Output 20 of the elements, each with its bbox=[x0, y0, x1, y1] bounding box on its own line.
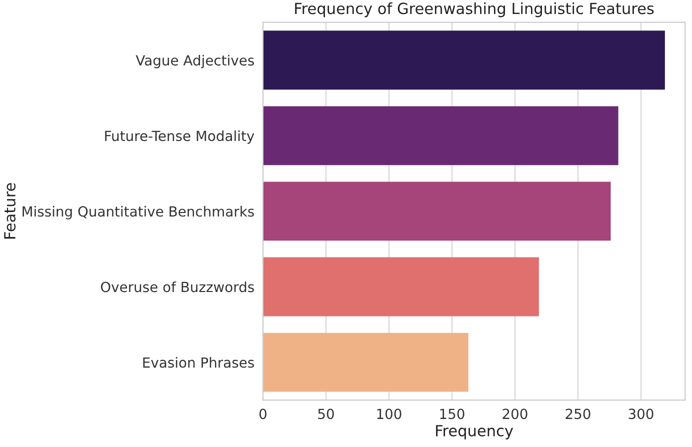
y-tick-label: Overuse of Buzzwords bbox=[100, 281, 254, 292]
bar bbox=[262, 30, 665, 90]
x-tick-label: 150 bbox=[440, 408, 464, 420]
y-tick-label: Future-Tense Modality bbox=[105, 130, 254, 144]
bar bbox=[262, 106, 618, 166]
x-tick-label: 50 bbox=[318, 408, 334, 420]
y-axis-title: Feature bbox=[4, 183, 16, 239]
chart-title: Frequency of Greenwashing Linguistic Features bbox=[295, 2, 654, 18]
x-tick-label: 200 bbox=[502, 408, 528, 420]
x-tick-label: 100 bbox=[377, 408, 402, 420]
x-tick-label: 0 bbox=[259, 408, 266, 420]
x-axis-title: Frequency bbox=[436, 425, 514, 440]
bar bbox=[262, 257, 539, 316]
y-tick-label: Evasion Phrases bbox=[143, 357, 254, 368]
bar bbox=[262, 182, 611, 241]
bar bbox=[262, 332, 468, 392]
x-tick-label: 250 bbox=[566, 408, 590, 420]
y-tick-label: Vague Adjectives bbox=[136, 54, 254, 68]
y-tick-label: Missing Quantitative Benchmarks bbox=[22, 206, 254, 220]
x-tick-label: 300 bbox=[628, 408, 654, 420]
